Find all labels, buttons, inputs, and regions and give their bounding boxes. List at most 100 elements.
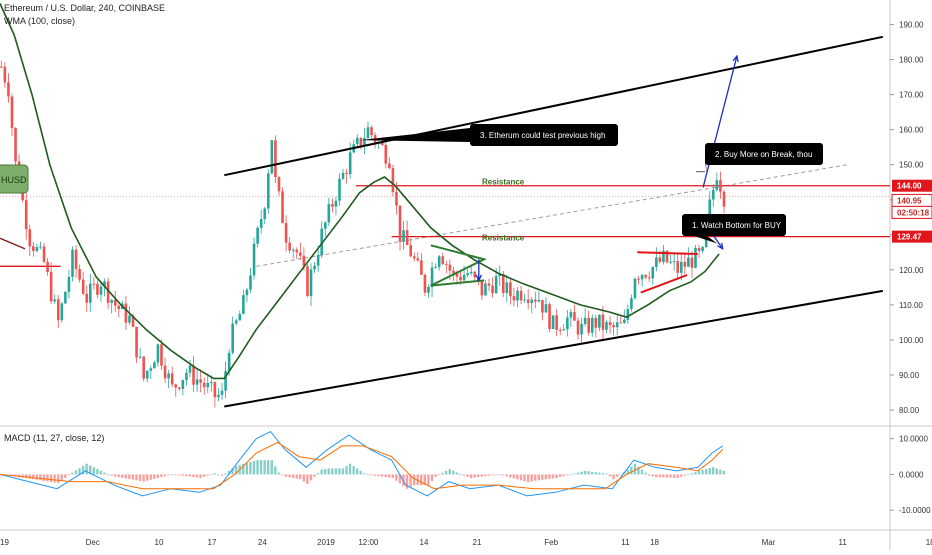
macd-histogram-bar <box>441 472 444 475</box>
candle-body <box>217 394 220 398</box>
candle-body <box>498 274 501 277</box>
candle-body <box>263 208 267 219</box>
candle-body <box>697 247 701 251</box>
candle-body <box>163 365 167 379</box>
candle-body <box>145 370 149 379</box>
candle-body <box>491 285 494 294</box>
candle-body <box>99 286 103 295</box>
candle-body <box>484 283 487 296</box>
macd-histogram-bar <box>487 474 491 476</box>
candle-body <box>380 142 384 145</box>
macd-histogram-bar <box>316 473 320 475</box>
candle-body <box>601 314 605 330</box>
macd-histogram-bar <box>501 474 505 476</box>
macd-histogram-bar <box>135 474 138 481</box>
macd-histogram-bar <box>580 471 583 475</box>
macd-histogram-bar <box>256 460 259 475</box>
candle-body <box>252 243 256 276</box>
macd-histogram-bar <box>363 473 366 475</box>
candle-body <box>117 305 121 310</box>
macd-histogram-bar <box>331 468 334 475</box>
candle-body <box>501 274 505 294</box>
macd-histogram-bar <box>274 466 277 475</box>
candle-body <box>199 379 202 383</box>
macd-histogram-bar <box>249 461 252 475</box>
macd-histogram-bar <box>242 463 245 475</box>
macd-histogram-bar <box>477 474 480 478</box>
candle-body <box>665 250 669 263</box>
candle-body <box>519 290 523 301</box>
candle-body <box>7 82 10 97</box>
macd-histogram-bar <box>558 474 562 478</box>
macd-histogram-bar <box>338 468 341 475</box>
candle-body <box>523 299 526 301</box>
macd-histogram-bar <box>284 474 288 477</box>
macd-histogram-bar <box>573 473 576 475</box>
candle-body <box>409 244 412 257</box>
candle-body <box>81 279 85 294</box>
candle-body <box>249 275 252 290</box>
candle-body <box>281 191 284 224</box>
macd-histogram-bar <box>42 474 46 481</box>
candle-body <box>331 204 334 207</box>
macd-histogram-bar <box>348 463 352 475</box>
macd-histogram-bar <box>299 474 302 480</box>
macd-histogram-bar <box>352 466 355 475</box>
macd-histogram-bar <box>391 474 394 478</box>
macd-histogram-bar <box>206 474 209 476</box>
candle-body <box>623 319 626 323</box>
macd-histogram-bar <box>231 468 234 475</box>
candle-body <box>135 326 138 358</box>
flag-bottom-line <box>640 274 688 294</box>
candle-body <box>103 281 106 287</box>
macd-histogram-bar <box>612 474 615 480</box>
time-tick-label: 18 <box>650 538 659 547</box>
candle-body <box>220 390 224 395</box>
candle-body <box>619 322 623 324</box>
macd-histogram-bar <box>359 470 362 475</box>
candle-body <box>234 320 238 324</box>
macd-histogram-bar <box>583 470 587 475</box>
candle-body <box>156 344 160 363</box>
candle-body <box>96 283 99 295</box>
macd-histogram-bar <box>434 474 437 477</box>
candle-body <box>598 314 601 328</box>
candle-body <box>420 260 423 275</box>
candles-group <box>0 60 726 408</box>
triangle-pattern-left <box>430 244 488 287</box>
macd-histogram-bar <box>491 474 494 476</box>
candle-body <box>345 172 348 174</box>
macd-histogram-bar <box>608 474 612 477</box>
candle-body <box>587 317 590 333</box>
candle-body <box>548 304 551 330</box>
macd-histogram-bar <box>430 474 434 481</box>
macd-histogram-bar <box>210 474 213 476</box>
macd-histogram-bar <box>245 462 249 475</box>
candle-body <box>242 295 245 314</box>
candle-body <box>651 266 655 279</box>
candle-body <box>487 283 491 286</box>
candle-body <box>363 138 366 146</box>
macd-histogram-bar <box>669 474 672 478</box>
macd-line <box>0 430 723 497</box>
candle-body <box>227 352 231 371</box>
macd-histogram-bar <box>366 474 370 476</box>
callout-2-box <box>705 143 823 165</box>
macd-histogram-bar <box>509 474 512 478</box>
candle-body <box>277 177 281 192</box>
candle-body <box>284 223 288 243</box>
macd-histogram-bar <box>384 474 387 478</box>
macd-histogram-bar <box>544 474 548 480</box>
macd-histogram-bar <box>587 471 590 475</box>
macd-histogram-bar <box>313 474 316 477</box>
callout-3-text: 3. Etherum could test previous high <box>480 131 605 140</box>
candle-body <box>405 230 409 245</box>
macd-tick-label: -10.0000 <box>899 506 931 515</box>
candle-body <box>719 180 722 192</box>
callout-3-box <box>470 124 618 146</box>
macd-histogram-bar <box>722 470 726 475</box>
candle-body <box>505 282 509 294</box>
candle-body <box>370 127 373 136</box>
macd-histogram-bar <box>138 474 142 481</box>
